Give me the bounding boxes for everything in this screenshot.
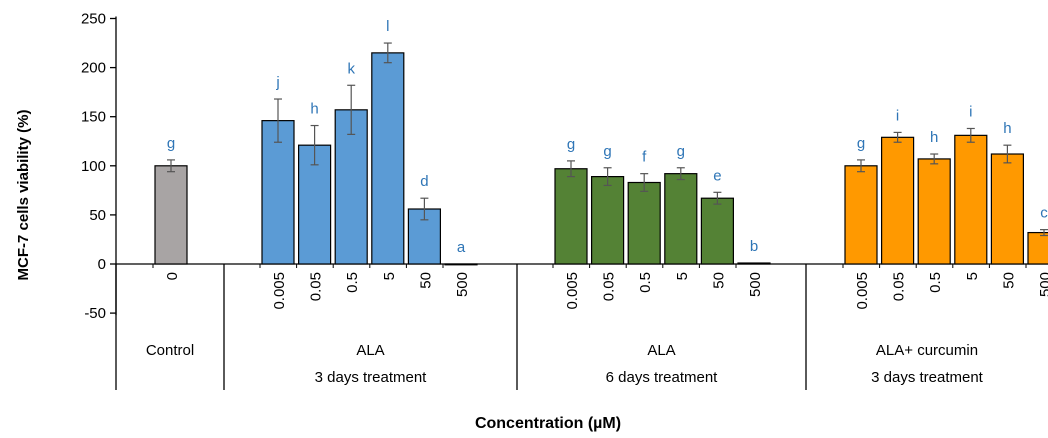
x-tick-label: 0.05 (308, 272, 325, 301)
x-tick-label: 500 (747, 272, 764, 297)
significance-letter: i (969, 103, 972, 120)
y-tick-label: 100 (81, 158, 106, 175)
group-labels: Control ALA 3 days treatment ALA 6 days trea… (146, 342, 984, 386)
bar (154, 165, 188, 265)
error-bars (167, 42, 1048, 237)
significance-letter: k (347, 60, 355, 77)
bar (917, 158, 951, 265)
group-label: Control (146, 342, 194, 359)
bar (554, 168, 588, 265)
y-tick-label: 150 (81, 109, 106, 126)
significance-letter: g (857, 135, 865, 152)
significance-letter: i (896, 107, 899, 124)
significance-letter: l (386, 18, 389, 35)
bar (844, 165, 878, 265)
significance-letter: h (930, 129, 938, 146)
significance-letter: h (1003, 120, 1011, 137)
x-tick-label: 0.5 (637, 272, 654, 293)
bar (880, 136, 915, 265)
y-tick-label: 200 (81, 60, 106, 77)
bars (154, 52, 1048, 266)
bar (261, 120, 295, 265)
group-sublabel: 6 days treatment (606, 369, 719, 386)
significance-letter: f (642, 149, 647, 166)
x-tick-label: 500 (454, 272, 471, 297)
x-tick-label: 5 (964, 272, 981, 280)
significance-letter: a (457, 239, 466, 256)
bar (990, 153, 1025, 265)
x-tick-label: 5 (674, 272, 691, 280)
x-tick-label: 500 (1037, 272, 1048, 297)
group-label: ALA (647, 342, 675, 359)
bar (371, 52, 405, 265)
significance-letter: h (310, 101, 318, 118)
x-tick-label: 0.5 (927, 272, 944, 293)
x-tick-label: 5 (381, 272, 398, 280)
bar (664, 173, 698, 265)
bar (627, 181, 661, 265)
y-tick-label: 0 (98, 256, 106, 273)
x-tick-label: 0.005 (854, 272, 871, 310)
y-tick-label: 50 (89, 207, 106, 224)
y-axis-label: MCF-7 cells viability (%) (15, 110, 32, 281)
x-tick-label: 0.05 (601, 272, 618, 301)
x-tick-label: 0.005 (271, 272, 288, 310)
group-label: ALA (356, 342, 384, 359)
x-tick-labels: 0 0.005 0.05 0.5 5 50 500 0.005 0.05 0.5 5 50 500 0.0… (164, 272, 1048, 310)
bar (444, 263, 478, 266)
significance-letter: c (1040, 205, 1048, 222)
group-dividers (115, 264, 807, 390)
y-tick-label: 250 (81, 11, 106, 28)
significance-letter: g (603, 143, 611, 160)
x-tick-label: 0 (164, 272, 181, 280)
significance-letter: j (275, 74, 279, 91)
x-tick-label: 0.05 (891, 272, 908, 301)
significance-letters: g j h k l d a g g f g e b g i h i h c (167, 18, 1048, 256)
significance-letter: g (567, 136, 575, 153)
bar (590, 176, 625, 265)
bar (700, 197, 735, 265)
significance-letter: b (750, 238, 758, 255)
x-tick-label: 50 (1000, 272, 1017, 289)
bar (737, 262, 771, 265)
x-tick-label: 0.005 (564, 272, 581, 310)
significance-letter: d (420, 173, 428, 190)
group-sublabel: 3 days treatment (871, 369, 984, 386)
bar (334, 109, 368, 265)
bar (954, 134, 988, 265)
x-tick-label: 50 (710, 272, 727, 289)
group-sublabel: 3 days treatment (315, 369, 428, 386)
y-tick-label: -50 (84, 305, 106, 322)
significance-letter: g (677, 143, 685, 160)
significance-letter: g (167, 135, 175, 152)
x-axis-label: Concentration (µM) (475, 415, 621, 432)
x-tick-label: 0.5 (344, 272, 361, 293)
bar (1027, 231, 1048, 265)
x-tick-label: 50 (417, 272, 434, 289)
group-label: ALA+ curcumin (876, 342, 978, 359)
significance-letter: e (713, 167, 721, 184)
